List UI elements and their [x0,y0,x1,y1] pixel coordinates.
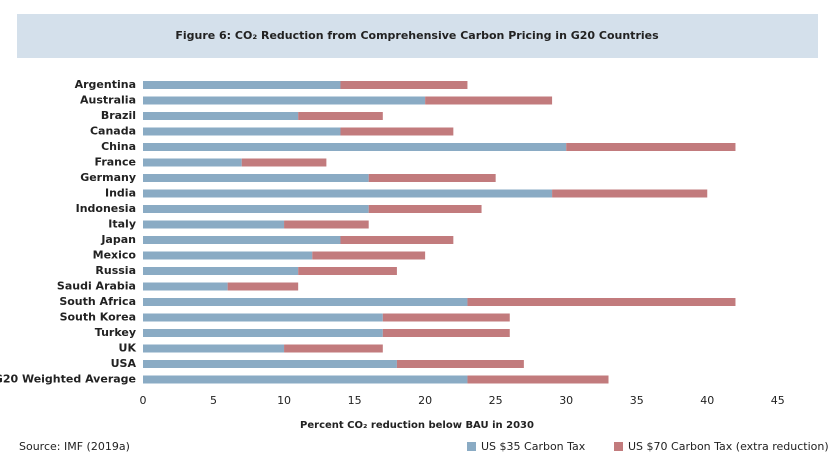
x-axis-label: Percent CO₂ reduction below BAU in 2030 [300,420,534,431]
bar-segment [382,313,510,322]
y-tick-label: South Africa [59,295,136,308]
bar-segment [368,174,496,182]
bar-segment [143,220,285,229]
y-tick-label: Japan [100,233,136,246]
y-tick-label: China [101,140,136,153]
bar-segment [143,205,369,213]
bar-segment [143,329,383,337]
bar-segment [143,375,468,384]
y-tick-label: Germany [80,171,136,184]
chart-title: Figure 6: CO₂ Reduction from Comprehensi… [175,29,659,42]
x-tick-label: 35 [630,394,644,407]
y-tick-label: Russia [95,264,136,277]
y-tick-label: India [105,187,136,200]
bar-segment [312,251,426,260]
bar-segment [143,81,341,89]
bar-segment [382,329,510,337]
bar-segment [227,282,299,291]
y-tick-label: Australia [80,94,136,107]
y-tick-label: South Korea [60,311,136,324]
x-tick-label: 0 [140,394,147,407]
bar-segment [143,360,397,368]
bar-segment [467,298,736,306]
bar-segment [396,360,524,368]
y-tick-label: Mexico [93,249,137,262]
y-tick-label: Canada [90,125,136,138]
bar-segment [143,112,299,120]
legend-swatch [614,442,623,451]
y-tick-label: USA [111,357,137,370]
y-tick-label: G20 Weighted Average [0,373,136,386]
bar-segment [143,236,341,244]
title-banner [17,14,818,58]
bar-segment [284,344,383,353]
y-tick-label: Argentina [75,78,136,91]
bar-segment [340,81,468,89]
bar-segment [340,236,454,244]
x-tick-label: 25 [489,394,503,407]
y-tick-label: Turkey [95,326,136,339]
bar-segment [143,96,426,105]
bar-segment [298,112,383,120]
bar-segment [143,282,228,291]
bar-segment [425,96,553,105]
bar-segment [241,158,327,167]
bar-segment [143,267,299,275]
y-tick-label: Saudi Arabia [57,280,136,293]
bar-segment [143,174,369,182]
x-tick-label: 40 [700,394,714,407]
bar-segment [284,220,369,229]
bar-segment [467,375,609,384]
y-tick-label: UK [119,342,137,355]
x-tick-label: 20 [418,394,432,407]
bar-segment [552,189,708,198]
bar-segment [340,127,454,136]
legend-label: US $70 Carbon Tax (extra reduction) [628,440,829,453]
x-tick-label: 5 [210,394,217,407]
bar-segment [143,143,567,151]
x-tick-label: 45 [771,394,785,407]
y-tick-label: Indonesia [76,202,136,215]
legend-label: US $35 Carbon Tax [481,440,586,453]
bar-segment [368,205,482,213]
x-tick-label: 10 [277,394,291,407]
bar-segment [143,251,313,260]
bar-segment [143,344,285,353]
bar-segment [143,127,341,136]
bar-segment [143,298,468,306]
x-tick-label: 30 [559,394,573,407]
bar-segment [143,189,553,198]
source: Source: IMF (2019a) [19,440,130,453]
bar-segment [143,313,383,322]
bar-segment [298,267,397,275]
legend-swatch [467,442,476,451]
bar-segment [566,143,736,151]
x-tick-label: 15 [348,394,362,407]
y-tick-label: Italy [108,218,136,231]
y-tick-label: Brazil [101,109,136,122]
bar-segment [143,158,242,167]
y-tick-label: France [95,156,136,169]
